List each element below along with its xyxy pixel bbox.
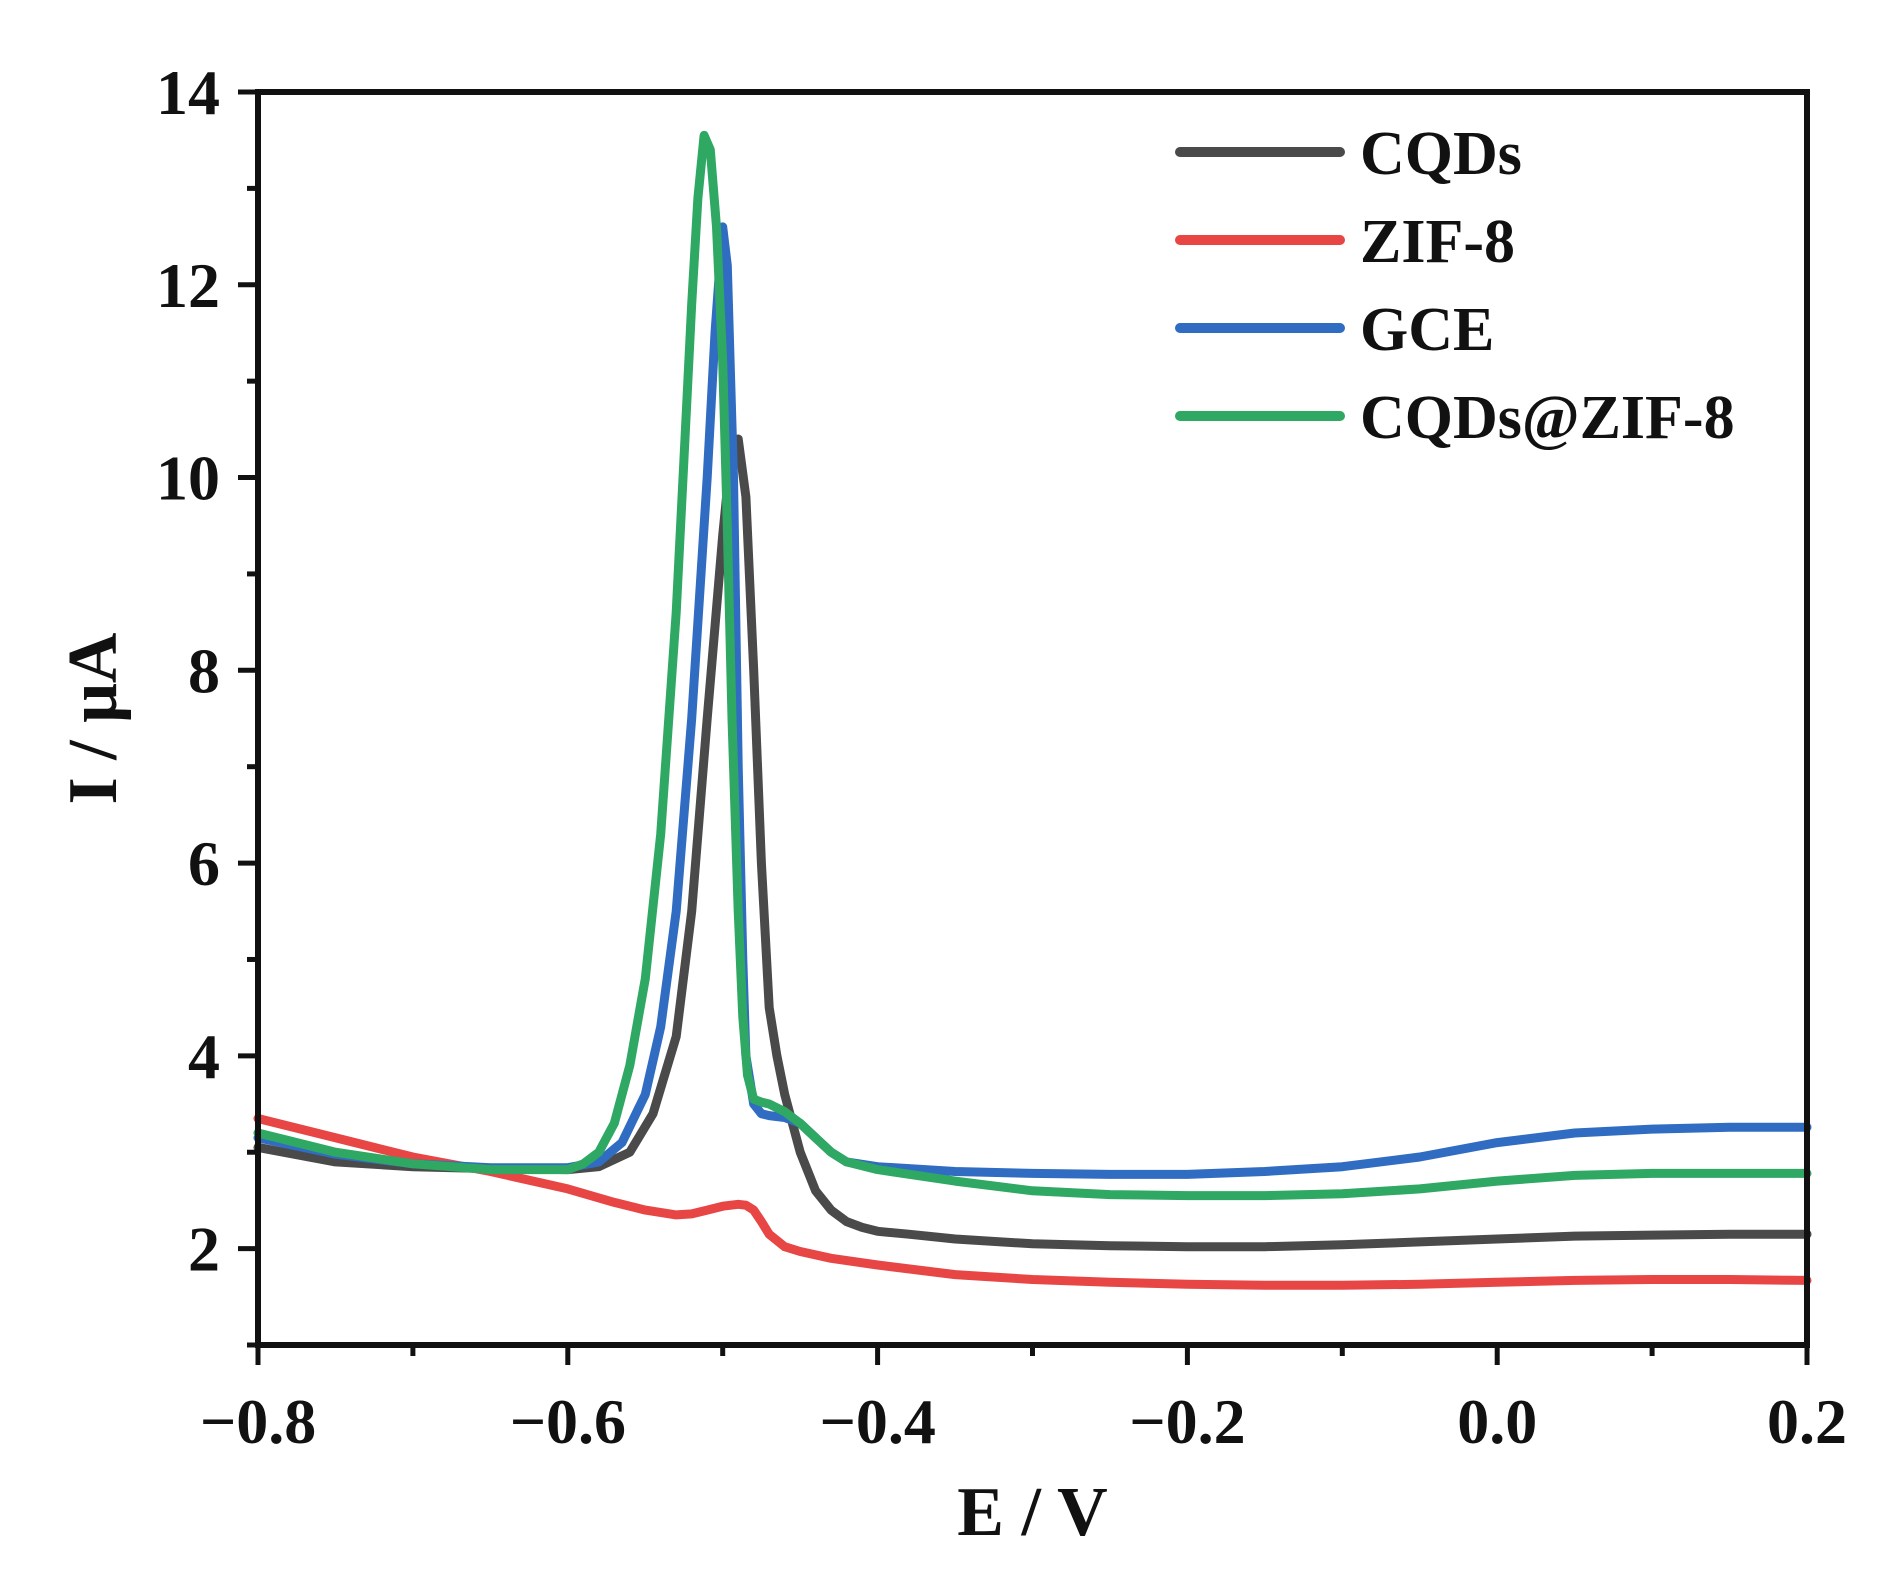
y-tick-label: 2: [188, 1214, 220, 1285]
y-tick-label: 6: [188, 828, 220, 899]
y-axis-title: I / μA: [55, 632, 132, 804]
series-line-cqds: [253, 434, 1812, 1252]
y-tick-label: 12: [156, 250, 220, 321]
x-axis-title: E / V: [957, 1474, 1107, 1551]
legend-label-cqds: CQDs: [1360, 120, 1522, 188]
x-tick-label: 0.0: [1457, 1386, 1537, 1457]
series-layer: [253, 130, 1812, 1290]
y-tick-label: 10: [156, 443, 220, 514]
x-tick-label: −0.2: [1129, 1386, 1245, 1457]
legend-label-zif-8: ZIF-8: [1360, 208, 1515, 276]
x-tick-label: −0.8: [200, 1386, 316, 1457]
legend-label-gce: GCE: [1360, 296, 1494, 364]
legend-label-cqds-zif-8: CQDs@ZIF-8: [1360, 384, 1735, 452]
y-tick-label: 4: [188, 1021, 220, 1092]
x-tick-label: −0.6: [510, 1386, 626, 1457]
y-tick-label: 14: [156, 57, 220, 128]
series-line-cqds-zif-8: [253, 130, 1812, 1201]
x-tick-label: −0.4: [819, 1386, 935, 1457]
x-tick-label: 0.2: [1767, 1386, 1847, 1457]
y-tick-label: 8: [188, 635, 220, 706]
series-line-zif-8: [253, 1114, 1812, 1290]
plot-frame: [255, 89, 1810, 1348]
series-line-gce: [253, 222, 1812, 1179]
y-axis: 2 4 6 8 10 12 14: [156, 57, 258, 1348]
x-axis: −0.8 −0.6 −0.4 −0.2 0.0 0.2: [200, 1345, 1847, 1457]
legend: CQDs ZIF-8 GCE CQDs@ZIF-8: [1175, 120, 1735, 452]
